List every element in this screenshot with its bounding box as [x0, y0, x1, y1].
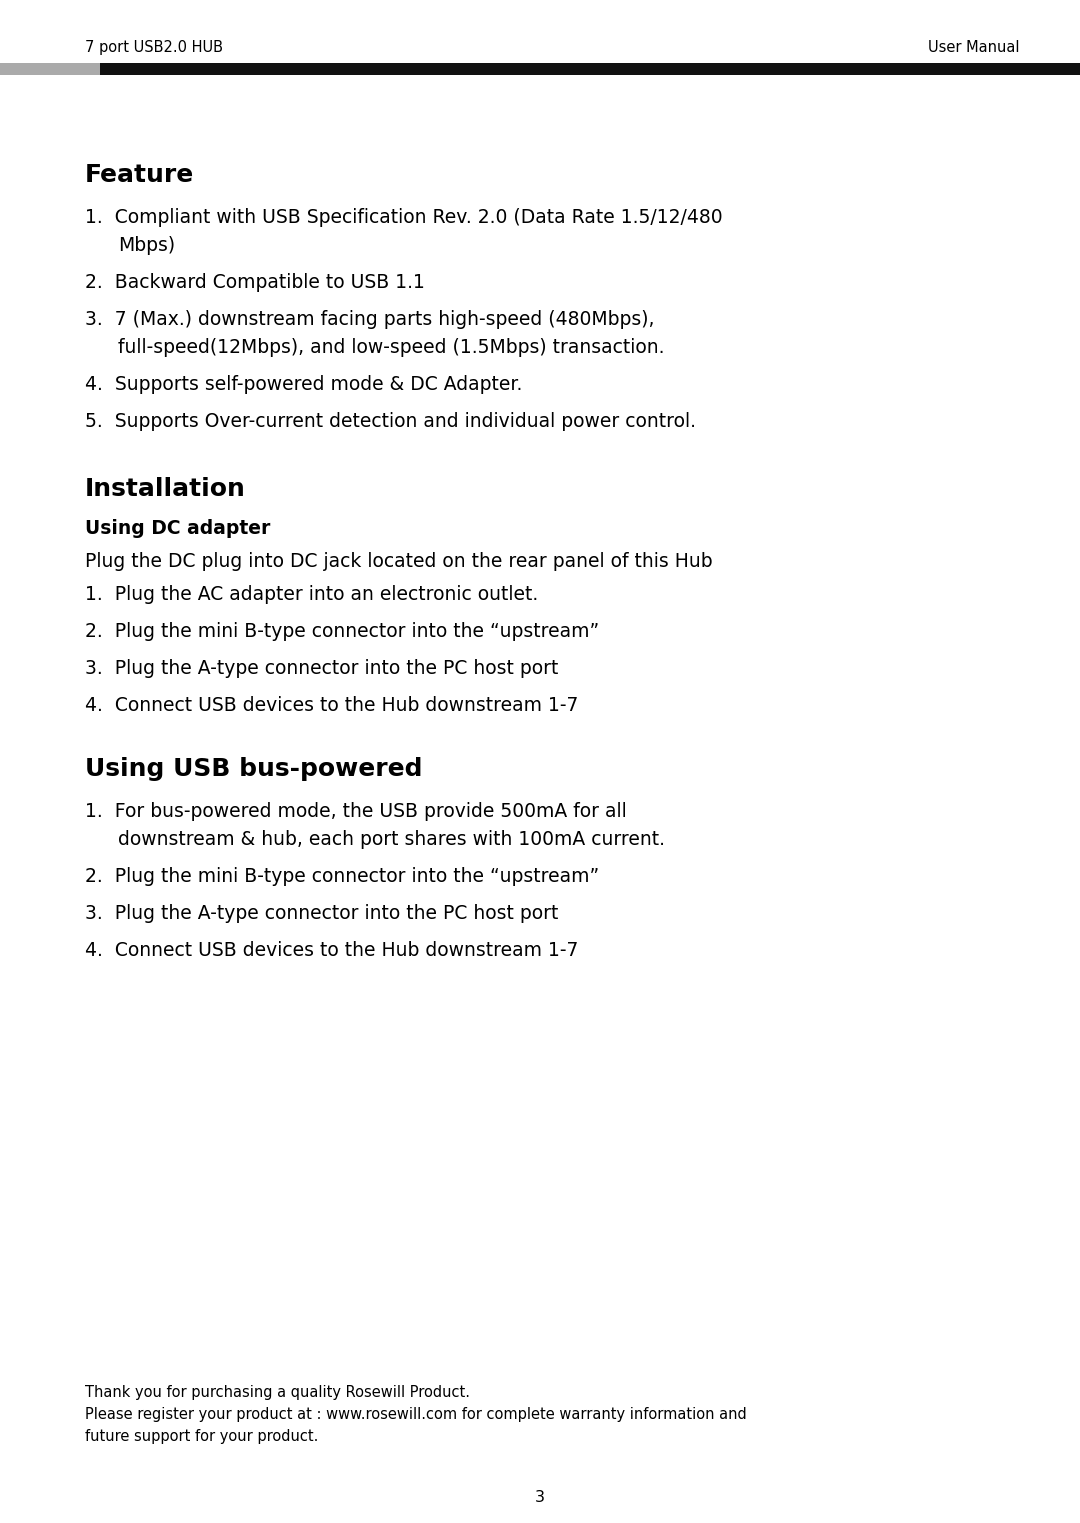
Text: Mbps): Mbps) — [118, 236, 175, 254]
Text: future support for your product.: future support for your product. — [85, 1429, 319, 1444]
Text: User Manual: User Manual — [929, 40, 1020, 55]
Text: 2.  Plug the mini B-type connector into the “upstream”: 2. Plug the mini B-type connector into t… — [85, 621, 599, 641]
Text: 1.  Plug the AC adapter into an electronic outlet.: 1. Plug the AC adapter into an electroni… — [85, 585, 538, 605]
Text: 7 port USB2.0 HUB: 7 port USB2.0 HUB — [85, 40, 222, 55]
Text: Thank you for purchasing a quality Rosewill Product.: Thank you for purchasing a quality Rosew… — [85, 1384, 470, 1400]
Text: Installation: Installation — [85, 477, 246, 501]
Text: Feature: Feature — [85, 163, 194, 187]
Text: downstream & hub, each port shares with 100mA current.: downstream & hub, each port shares with … — [118, 830, 665, 848]
Text: 3: 3 — [535, 1489, 545, 1505]
Text: Using USB bus-powered: Using USB bus-powered — [85, 757, 422, 781]
Text: full-speed(12Mbps), and low-speed (1.5Mbps) transaction.: full-speed(12Mbps), and low-speed (1.5Mb… — [118, 338, 664, 356]
Text: 3.  Plug the A-type connector into the PC host port: 3. Plug the A-type connector into the PC… — [85, 905, 558, 923]
Bar — [0, 62, 100, 75]
Text: 1.  Compliant with USB Specification Rev. 2.0 (Data Rate 1.5/12/480: 1. Compliant with USB Specification Rev.… — [85, 209, 723, 227]
Text: 2.  Plug the mini B-type connector into the “upstream”: 2. Plug the mini B-type connector into t… — [85, 867, 599, 886]
Text: 4.  Connect USB devices to the Hub downstream 1-7: 4. Connect USB devices to the Hub downst… — [85, 696, 579, 714]
Text: 5.  Supports Over-current detection and individual power control.: 5. Supports Over-current detection and i… — [85, 413, 696, 431]
Text: 2.  Backward Compatible to USB 1.1: 2. Backward Compatible to USB 1.1 — [85, 273, 424, 292]
Text: Using DC adapter: Using DC adapter — [85, 519, 270, 538]
Text: 3.  Plug the A-type connector into the PC host port: 3. Plug the A-type connector into the PC… — [85, 659, 558, 678]
Text: 3.  7 (Max.) downstream facing parts high-speed (480Mbps),: 3. 7 (Max.) downstream facing parts high… — [85, 311, 654, 329]
Text: 1.  For bus-powered mode, the USB provide 500mA for all: 1. For bus-powered mode, the USB provide… — [85, 803, 626, 821]
Bar — [100, 62, 1080, 75]
Text: 4.  Supports self-powered mode & DC Adapter.: 4. Supports self-powered mode & DC Adapt… — [85, 375, 523, 394]
Text: Please register your product at : www.rosewill.com for complete warranty informa: Please register your product at : www.ro… — [85, 1407, 746, 1422]
Text: 4.  Connect USB devices to the Hub downstream 1-7: 4. Connect USB devices to the Hub downst… — [85, 941, 579, 959]
Text: Plug the DC plug into DC jack located on the rear panel of this Hub: Plug the DC plug into DC jack located on… — [85, 551, 713, 571]
